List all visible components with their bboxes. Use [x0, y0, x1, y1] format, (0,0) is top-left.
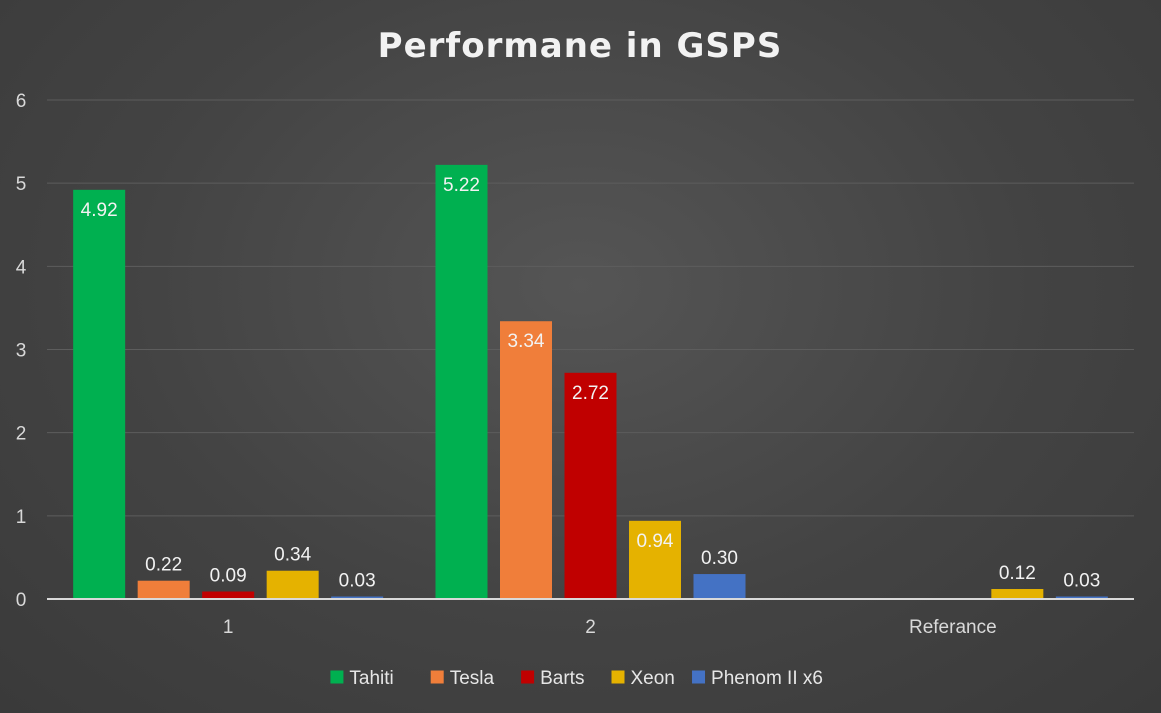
bar-phenom-ii-x6-2 — [693, 574, 746, 599]
x-category-label: 1 — [223, 617, 234, 638]
bar-barts-2 — [564, 372, 617, 599]
legend-item-xeon: Xeon — [611, 668, 675, 689]
legend-label: Phenom II x6 — [711, 668, 823, 689]
data-label: 0.94 — [637, 531, 674, 552]
data-label: 0.22 — [145, 555, 182, 576]
legend: Tahiti Tesla Barts Xeon Phenom II x6 — [330, 668, 823, 689]
bar-tahiti-2 — [435, 164, 488, 599]
y-axis-ticks: 0 1 2 3 4 5 6 — [16, 91, 27, 611]
bar-xeon-referance — [991, 589, 1044, 599]
legend-item-phenom-ii-x6: Phenom II x6 — [692, 668, 823, 689]
legend-label: Tesla — [450, 668, 495, 689]
bar-phenom-ii-x6-referance — [1055, 596, 1108, 599]
bar-phenom-ii-x6-1 — [331, 596, 384, 599]
bar-xeon-1 — [266, 570, 319, 599]
y-tick-label: 4 — [16, 257, 27, 278]
data-label: 0.12 — [999, 563, 1036, 584]
y-tick-label: 0 — [16, 590, 27, 611]
data-label: 5.22 — [443, 175, 480, 196]
bar-barts-1 — [202, 591, 255, 599]
gridlines — [47, 99, 1134, 517]
legend-swatch — [330, 670, 344, 684]
legend-swatch — [521, 670, 535, 684]
data-label: 4.92 — [81, 200, 118, 221]
y-tick-label: 1 — [16, 507, 27, 528]
legend-item-barts: Barts — [521, 668, 584, 689]
y-tick-label: 3 — [16, 341, 27, 362]
y-tick-label: 2 — [16, 424, 27, 445]
y-tick-label: 6 — [16, 91, 27, 112]
bar-tesla-1 — [137, 580, 190, 599]
y-tick-label: 5 — [16, 174, 27, 195]
legend-swatch — [430, 670, 444, 684]
x-axis-categories: 1 2 Referance — [223, 617, 997, 638]
data-label: 0.09 — [210, 566, 247, 587]
chart-title: Performane in GSPS — [378, 26, 783, 66]
legend-swatch — [692, 670, 706, 684]
legend-swatch — [611, 670, 625, 684]
bars — [73, 164, 1108, 599]
legend-label: Barts — [540, 668, 584, 689]
data-label: 0.34 — [274, 545, 311, 566]
legend-item-tahiti: Tahiti — [330, 668, 394, 689]
legend-label: Xeon — [631, 668, 675, 689]
data-labels: 4.92 5.22 0.22 3.34 0.09 2.72 0.34 0.94 0.12 0.03… — [81, 175, 1101, 592]
bar-tesla-2 — [500, 321, 552, 599]
data-label: 2.72 — [572, 383, 609, 404]
data-label: 0.30 — [701, 548, 738, 569]
data-label: 0.03 — [1063, 571, 1100, 592]
bar-tahiti-1 — [73, 189, 126, 599]
legend-item-tesla: Tesla — [430, 668, 495, 689]
legend-label: Tahiti — [349, 668, 393, 689]
x-category-label: 2 — [585, 617, 596, 638]
bar-xeon-2 — [629, 520, 681, 599]
data-label: 0.03 — [339, 571, 376, 592]
data-label: 3.34 — [508, 331, 545, 352]
x-category-label: Referance — [909, 617, 997, 638]
